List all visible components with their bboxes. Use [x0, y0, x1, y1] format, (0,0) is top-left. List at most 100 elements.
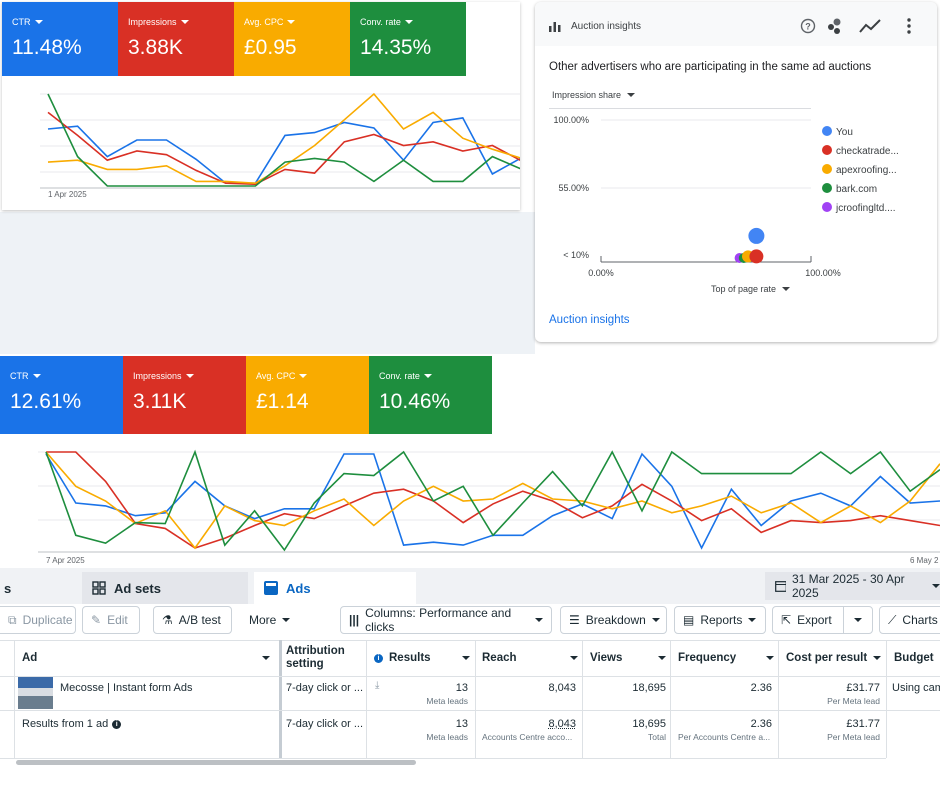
metric-tile-ctr[interactable]: CTR 11.48% [2, 2, 118, 76]
header-label: Budget [894, 652, 934, 664]
column-header-ad[interactable]: Ad [22, 640, 278, 676]
metric-tile-ctr[interactable]: CTR 12.61% [0, 356, 123, 434]
tab-label: Ads [286, 580, 311, 596]
metric-value: 14.35% [360, 36, 432, 59]
legend-marker [822, 164, 832, 174]
column-header-budget[interactable]: Budget [894, 640, 940, 676]
more-vert-icon[interactable] [904, 17, 914, 35]
column-header-views[interactable]: Views [590, 640, 666, 676]
metric-value: £0.95 [244, 36, 297, 59]
series-line-conv-rate [45, 449, 940, 552]
x-metric-selector[interactable]: Top of page rate [711, 284, 791, 294]
header-label: Frequency [678, 652, 737, 664]
cost-value: £31.77 [846, 682, 880, 694]
header-label: Views [590, 652, 623, 664]
columns-label: Columns: Performance and clicks [365, 606, 512, 634]
scatter-view-icon[interactable] [825, 16, 845, 36]
metric-label-text: Conv. rate [379, 371, 420, 381]
duplicate-label: Duplicate [22, 613, 73, 627]
metric-tile-conv-rate[interactable]: Conv. rate 14.35% [350, 2, 466, 76]
ad-thumbnail[interactable] [18, 677, 53, 709]
point-you[interactable] [748, 227, 765, 244]
series-line-avg-cpc [45, 451, 940, 550]
metric-tile-impressions[interactable]: Impressions 3.11K [123, 356, 246, 434]
legend-marker [822, 145, 832, 155]
header-label: Reach [482, 652, 517, 664]
caret-down-icon [180, 20, 189, 24]
edit-button[interactable]: ✎ Edit [82, 606, 140, 634]
columns-button[interactable]: ||| Columns: Performance and clicks [340, 606, 552, 634]
metric-tile-conv-rate[interactable]: Conv. rate 10.46% [369, 356, 492, 434]
date-range-picker[interactable]: 31 Mar 2025 - 30 Apr 2025 [765, 572, 940, 600]
ab-test-label: A/B test [178, 613, 221, 627]
summary-frequency: 2.36 [750, 718, 772, 730]
caret-down-icon [748, 618, 757, 622]
tab-campaigns[interactable]: s [0, 572, 80, 604]
help-icon[interactable]: ? [800, 18, 816, 34]
auction-insights-card: Auction insights ? Other advertisers who… [535, 2, 937, 342]
reports-button[interactable]: ▤ Reports [674, 606, 766, 634]
breakdown-button[interactable]: ☰ Breakdown [560, 606, 667, 634]
results-value: 13 [455, 682, 468, 694]
summary-cost: £31.77 [846, 718, 880, 730]
legend-label: checkatrade... [836, 146, 899, 157]
horizontal-scrollbar[interactable] [16, 760, 416, 765]
summary-views-sub: Total [648, 732, 666, 742]
series-line-conv-rate [47, 93, 520, 187]
date-range-text: 31 Mar 2025 - 30 Apr 2025 [791, 572, 905, 600]
caret-down-icon [627, 93, 636, 97]
y-metric-selector[interactable]: Impression share [552, 90, 636, 100]
tab-ads[interactable]: Ads [254, 572, 416, 604]
ab-test-button[interactable]: ⚗ A/B test [153, 606, 232, 634]
caret-down-icon [287, 20, 296, 24]
tab-ad-sets[interactable]: Ad sets [82, 572, 248, 604]
auction-insights-link[interactable]: Auction insights [549, 314, 630, 326]
metric-label-text: Impressions [133, 371, 182, 381]
info-icon[interactable]: i [112, 719, 122, 729]
summary-views: 18,695 [632, 718, 666, 730]
charts-button[interactable]: ⟋ Charts [879, 606, 940, 634]
info-icon: i [374, 653, 383, 663]
column-header-attribution[interactable]: Attribution setting [286, 640, 364, 676]
budget-value: Using cam [892, 682, 940, 694]
download-icon: ⤓ [375, 680, 380, 691]
caret-down-icon [658, 656, 666, 660]
metric-value: 11.48% [12, 36, 82, 59]
legend-label: apexroofing... [836, 165, 897, 176]
summary-attribution: 7-day click or ... [286, 718, 364, 730]
summary-results: 13 [455, 718, 468, 730]
more-button[interactable]: More [241, 606, 295, 634]
caret-down-icon [32, 374, 41, 378]
x-start-label: 1 Apr 2025 [48, 190, 87, 199]
ads-icon [264, 581, 278, 595]
column-divider [14, 640, 15, 758]
trend-line-icon[interactable] [858, 17, 882, 35]
column-header-frequency[interactable]: Frequency [678, 640, 774, 676]
header-label: Results [389, 652, 431, 664]
column-header-cost[interactable]: Cost per result [786, 640, 881, 676]
series-line-impressions [47, 111, 520, 186]
export-dropdown-button[interactable] [843, 606, 873, 634]
metric-tile-avg-cpc[interactable]: Avg. CPC £0.95 [234, 2, 350, 76]
metric-value: 12.61% [10, 390, 82, 413]
duplicate-button[interactable]: ⧉ Duplicate [0, 606, 76, 634]
selector-underline [549, 108, 811, 109]
card-heading: Other advertisers who are participating … [549, 61, 872, 73]
column-header-reach[interactable]: Reach [482, 640, 578, 676]
column-header-results[interactable]: i Results [374, 640, 470, 676]
point-checkatrade[interactable] [749, 249, 764, 264]
row-divider [0, 676, 940, 677]
x-metric-label: Top of page rate [711, 284, 777, 294]
export-button[interactable]: ⇱ Export [772, 606, 844, 634]
metric-tile-impressions[interactable]: Impressions 3.88K [118, 2, 234, 76]
performance-card-middle: CTR 12.61% Impressions 3.11K Avg. CPC £1.14 Co… [0, 356, 940, 568]
metric-label: Conv. rate [360, 17, 413, 27]
metric-tile-avg-cpc[interactable]: Avg. CPC £1.14 [246, 356, 369, 434]
ad-name[interactable]: Mecosse | Instant form Ads [60, 682, 193, 694]
attribution-value: 7-day click or ... [286, 682, 364, 694]
summary-label: Results from 1 ad i [22, 718, 122, 730]
frequency-value: 2.36 [750, 682, 772, 694]
header-label: Ad [22, 652, 38, 664]
column-divider [475, 640, 476, 758]
series-line-impressions [46, 451, 940, 549]
